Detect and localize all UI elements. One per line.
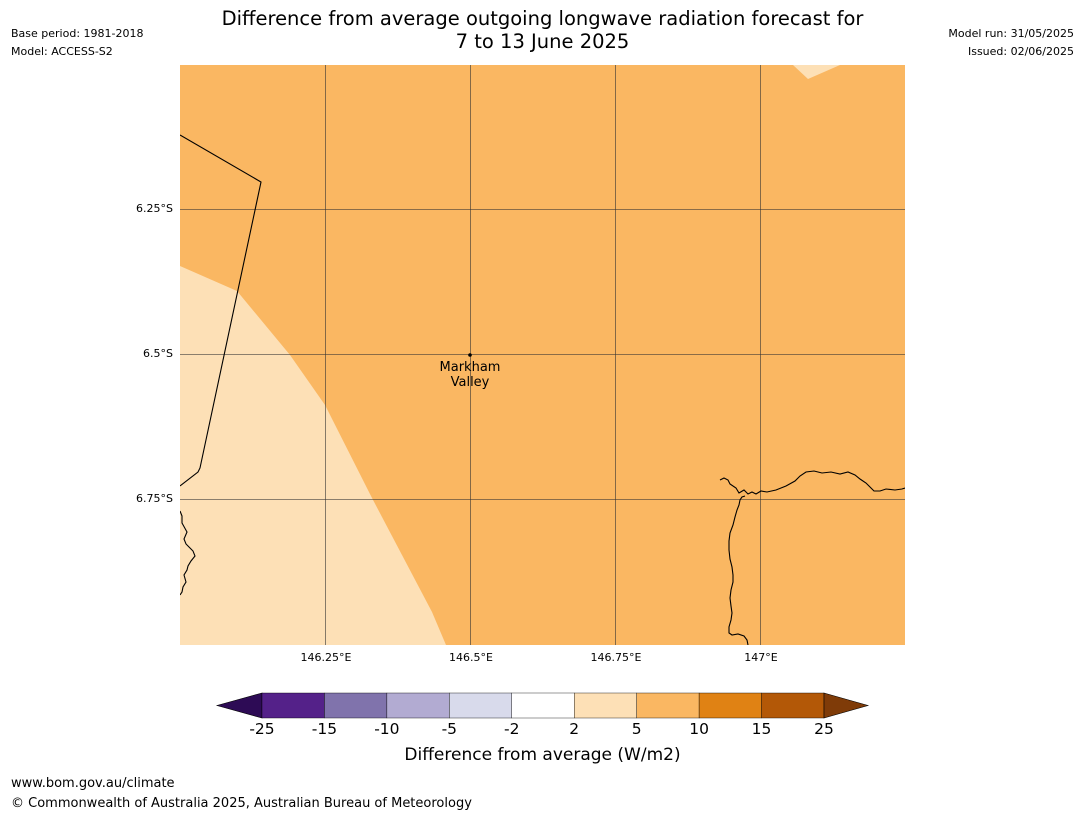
lat-label-6-75: 6.75°S	[136, 492, 173, 505]
lat-label-6-5: 6.5°S	[143, 347, 173, 360]
coastline-markham-river	[728, 495, 749, 645]
coastline-west	[180, 510, 196, 596]
colorbar-tick-label: 15	[751, 720, 772, 738]
anomaly-field-2-to-5-west	[180, 266, 446, 645]
footer-copyright: © Commonwealth of Australia 2025, Austra…	[11, 796, 472, 811]
colorbar-tick-label: -10	[374, 720, 400, 738]
colorbar-tick-label: -25	[249, 720, 275, 738]
colorbar-tick-label: -5	[441, 720, 458, 738]
colorbar-extend-high	[823, 692, 870, 719]
colorbar-label: Difference from average (W/m2)	[404, 745, 681, 765]
title-line-1: Difference from average outgoing longwav…	[221, 7, 864, 30]
colorbar-segment	[698, 692, 762, 719]
colorbar-segment	[324, 692, 388, 719]
footer-url: www.bom.gov.au/climate	[11, 776, 175, 791]
model-run: Model run: 31/05/2025	[948, 27, 1074, 40]
colorbar-tick-label: 5	[631, 720, 642, 738]
footer: www.bom.gov.au/climate © Commonwealth of…	[11, 774, 472, 814]
province-boundary	[180, 134, 262, 487]
colorbar-segment	[761, 692, 825, 719]
meta-left: Base period: 1981-2018 Model: ACCESS-S2	[11, 25, 143, 61]
colorbar-segment	[636, 692, 700, 719]
lon-label-146-75: 146.75°E	[590, 651, 642, 664]
map-title: Difference from average outgoing longwav…	[0, 7, 1085, 53]
coastline-huon-gulf	[719, 470, 905, 495]
colorbar-segment	[574, 692, 637, 719]
place-marker	[468, 353, 472, 357]
place-label: Markham Valley	[420, 360, 520, 390]
title-line-2: 7 to 13 June 2025	[455, 30, 630, 53]
place-name-line-2: Valley	[450, 375, 490, 390]
model-name: Model: ACCESS-S2	[11, 45, 113, 58]
colorbar-tick-label: -2	[504, 720, 520, 738]
colorbar-tick-label: 10	[689, 720, 709, 738]
colorbar-extend-low	[215, 692, 263, 719]
colorbar-segment	[449, 692, 512, 719]
place-name-line-1: Markham	[439, 360, 501, 375]
colorbar-tick-label: 2	[569, 720, 580, 738]
issued-date: Issued: 02/06/2025	[967, 45, 1074, 58]
lon-label-146-25: 146.25°E	[300, 651, 352, 664]
colorbar-segment	[261, 692, 325, 719]
anomaly-field-2-to-5-northeast	[793, 65, 840, 79]
colorbar-tick-label: -15	[311, 720, 338, 738]
colorbar-segment	[511, 692, 575, 719]
lat-label-6-25: 6.25°S	[136, 202, 173, 215]
colorbar-segment	[386, 692, 450, 719]
lon-label-146-5: 146.5°E	[449, 651, 493, 664]
meta-right: Model run: 31/05/2025 Issued: 02/06/2025	[948, 25, 1074, 61]
base-period: Base period: 1981-2018	[11, 27, 144, 40]
lon-label-147: 147°E	[744, 651, 778, 664]
colorbar-tick-label: 25	[814, 720, 834, 738]
